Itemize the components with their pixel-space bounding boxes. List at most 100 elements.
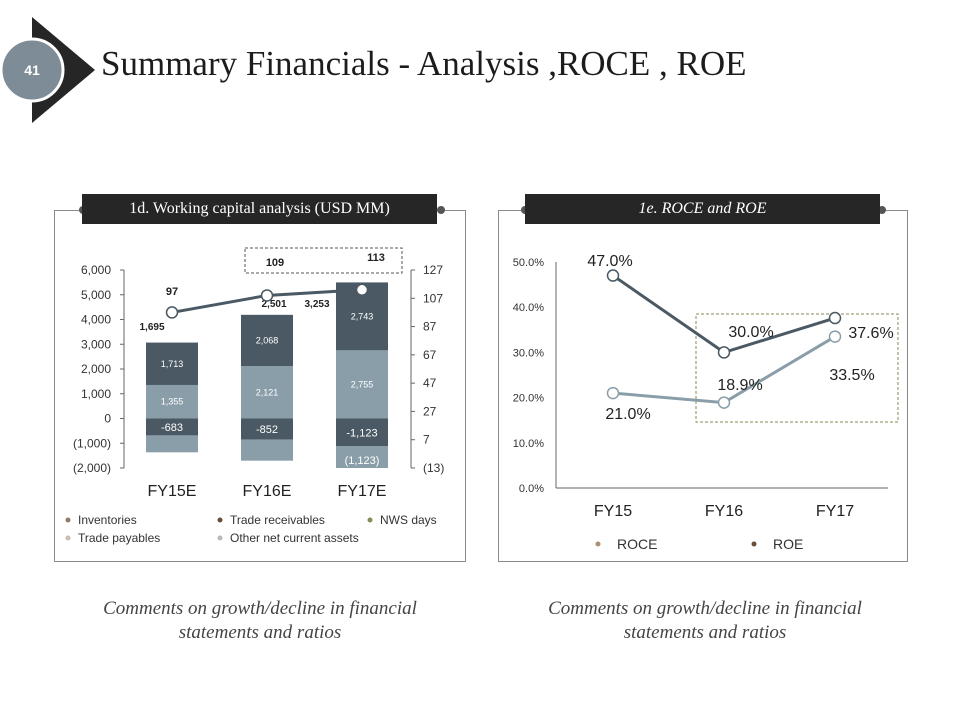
wc-label-receivables: 1,713 — [161, 359, 184, 369]
wc-bars — [146, 282, 388, 468]
wc-y2-tick-label: 87 — [423, 320, 437, 334]
wc-axes: 6,000 5,000 4,000 3,000 2,000 1,000 0 (1,000) (2… — [73, 263, 444, 500]
wc-y-tick-label: 0 — [104, 412, 111, 426]
panel-1-header: 1d. Working capital analysis (USD MM) — [82, 194, 437, 224]
wc-total-label: 2,501 — [261, 299, 286, 310]
wc-label-payables: -683 — [161, 422, 183, 434]
roe-y-tick-label: 50.0% — [513, 257, 544, 269]
badge-circle — [0, 37, 65, 103]
roe-legend: ROCE ROE — [595, 536, 803, 552]
wc-label-receivables: 2,743 — [351, 311, 374, 321]
wc-legend-marker — [217, 517, 223, 523]
page-title: Summary Financials - Analysis ,ROCE , RO… — [101, 44, 747, 83]
roe-x-tick-label: FY16 — [705, 503, 743, 520]
wc-y2-tick-label: 27 — [423, 404, 437, 418]
roe-y-tick-label: 30.0% — [513, 347, 544, 359]
roe-series-point — [606, 269, 620, 282]
wc-legend-marker — [65, 535, 71, 541]
roe-y-tick-label: 10.0% — [513, 438, 544, 450]
wc-bar-inventories — [146, 384, 198, 419]
wc-y-tick-label: 2,000 — [81, 362, 111, 376]
wc-total-label: 3,253 — [304, 299, 329, 310]
wc-highlight-box — [244, 247, 403, 274]
panel-1-right-dot — [437, 206, 445, 214]
roe-x-tick-label: FY17 — [816, 503, 854, 520]
wc-bar-inventories — [336, 350, 388, 419]
roe-legend-marker — [595, 541, 601, 547]
wc-y2-tick-label: (13) — [423, 461, 444, 475]
wc-y2-tick-label: 107 — [423, 291, 443, 305]
panel-2-right-dot — [878, 206, 886, 214]
roe-value-label: 37.6% — [848, 325, 893, 342]
wc-y-tick-label: 3,000 — [81, 337, 111, 351]
wc-legend-label: Inventories — [78, 513, 137, 527]
wc-x-tick-label: FY16E — [243, 483, 292, 500]
wc-y-tick-label: 6,000 — [81, 263, 111, 277]
wc-label-inventories: 2,121 — [256, 387, 279, 397]
wc-label-receivables: 2,068 — [256, 335, 279, 345]
roe-value-label: 21.0% — [605, 406, 650, 423]
working-capital-chart: 6,000 5,000 4,000 3,000 2,000 1,000 0 (1,000) (2… — [65, 247, 444, 545]
wc-nws-point — [355, 283, 369, 297]
wc-bar-labels: 1,355 1,713 -683 2,121 2,068 -852 2,755 2,743 -1… — [139, 247, 403, 467]
wc-label-inventories: 2,755 — [351, 379, 374, 389]
wc-bar-receivables — [146, 342, 198, 385]
roe-lines: 47.0% 30.0% 37.6% 21.0% 18.9% 33.5% — [587, 253, 893, 423]
wc-y2-tick-label: 127 — [423, 263, 443, 277]
roe-series-point — [828, 330, 842, 343]
wc-legend-marker — [217, 535, 223, 541]
wc-y-tick-label: (2,000) — [73, 461, 111, 475]
wc-y2-tick-label: 67 — [423, 348, 437, 362]
roe-series-point — [606, 386, 620, 400]
slide-number: 41 — [24, 62, 40, 78]
wc-nws-label: 113 — [367, 252, 385, 264]
wc-y-tick-label: 1,000 — [81, 387, 111, 401]
roe-y-tick-label: 20.0% — [513, 393, 544, 405]
wc-y2-tick-label: 7 — [423, 433, 430, 447]
wc-nws-label: 109 — [266, 257, 284, 269]
roe-legend-label: ROE — [773, 536, 803, 552]
wc-bar-receivables — [241, 314, 293, 367]
wc-bar-inventories — [241, 366, 293, 419]
wc-nws-label: 97 — [166, 286, 178, 298]
roce-roe-chart: 0.0% 10.0% 20.0% 30.0% 40.0% 50.0% FY15 FY16 FY1… — [513, 253, 899, 552]
wc-bar-other — [336, 446, 388, 468]
wc-y-tick-label: 5,000 — [81, 288, 111, 302]
wc-legend-marker — [367, 517, 373, 523]
roe-value-label: 18.9% — [717, 377, 762, 394]
panel-2-frame — [498, 210, 908, 562]
wc-bar-payables — [336, 418, 388, 447]
wc-bar-payables — [241, 418, 293, 440]
wc-label-inventories: 1,355 — [161, 397, 184, 407]
wc-legend-label: Trade receivables — [230, 513, 325, 527]
roe-legend-marker — [751, 541, 757, 547]
wc-legend-label: Trade payables — [78, 531, 160, 545]
wc-y2-tick-label: 47 — [423, 376, 437, 390]
wc-legend-label: NWS days — [380, 513, 437, 527]
panel-1-comment: Comments on growth/decline in financial … — [103, 598, 417, 643]
wc-label-payables: -852 — [256, 424, 278, 436]
roe-legend-label: ROCE — [617, 536, 657, 552]
wc-label-other: (1,123) — [345, 455, 380, 467]
panel-2-comment: Comments on growth/decline in financial … — [548, 598, 862, 643]
panel-2-header: 1e. ROCE and ROE — [525, 194, 880, 224]
roe-x-tick-label: FY15 — [594, 503, 632, 520]
wc-nws-point — [165, 306, 179, 319]
wc-legend: Inventories Trade receivables NWS days Trad… — [65, 513, 437, 545]
roe-y-tick-label: 0.0% — [519, 483, 544, 495]
roe-series-point — [717, 396, 731, 409]
wc-bar-payables — [146, 418, 198, 436]
roe-y-tick-label: 40.0% — [513, 302, 544, 314]
slide-badge: 41 — [0, 17, 95, 123]
wc-nws-point — [260, 289, 274, 302]
wc-total-label: 1,695 — [139, 322, 164, 333]
wc-bar-other — [146, 435, 198, 453]
wc-legend-marker — [65, 517, 71, 523]
roe-series-point — [828, 311, 842, 325]
wc-legend-label: Other net current assets — [230, 531, 359, 545]
roe-value-label: 33.5% — [829, 367, 874, 384]
roe-series-point — [717, 346, 731, 359]
wc-nws-line: 97 109 113 — [165, 252, 385, 319]
roe-highlight-box — [695, 313, 899, 423]
roe-value-label: 47.0% — [587, 253, 632, 270]
